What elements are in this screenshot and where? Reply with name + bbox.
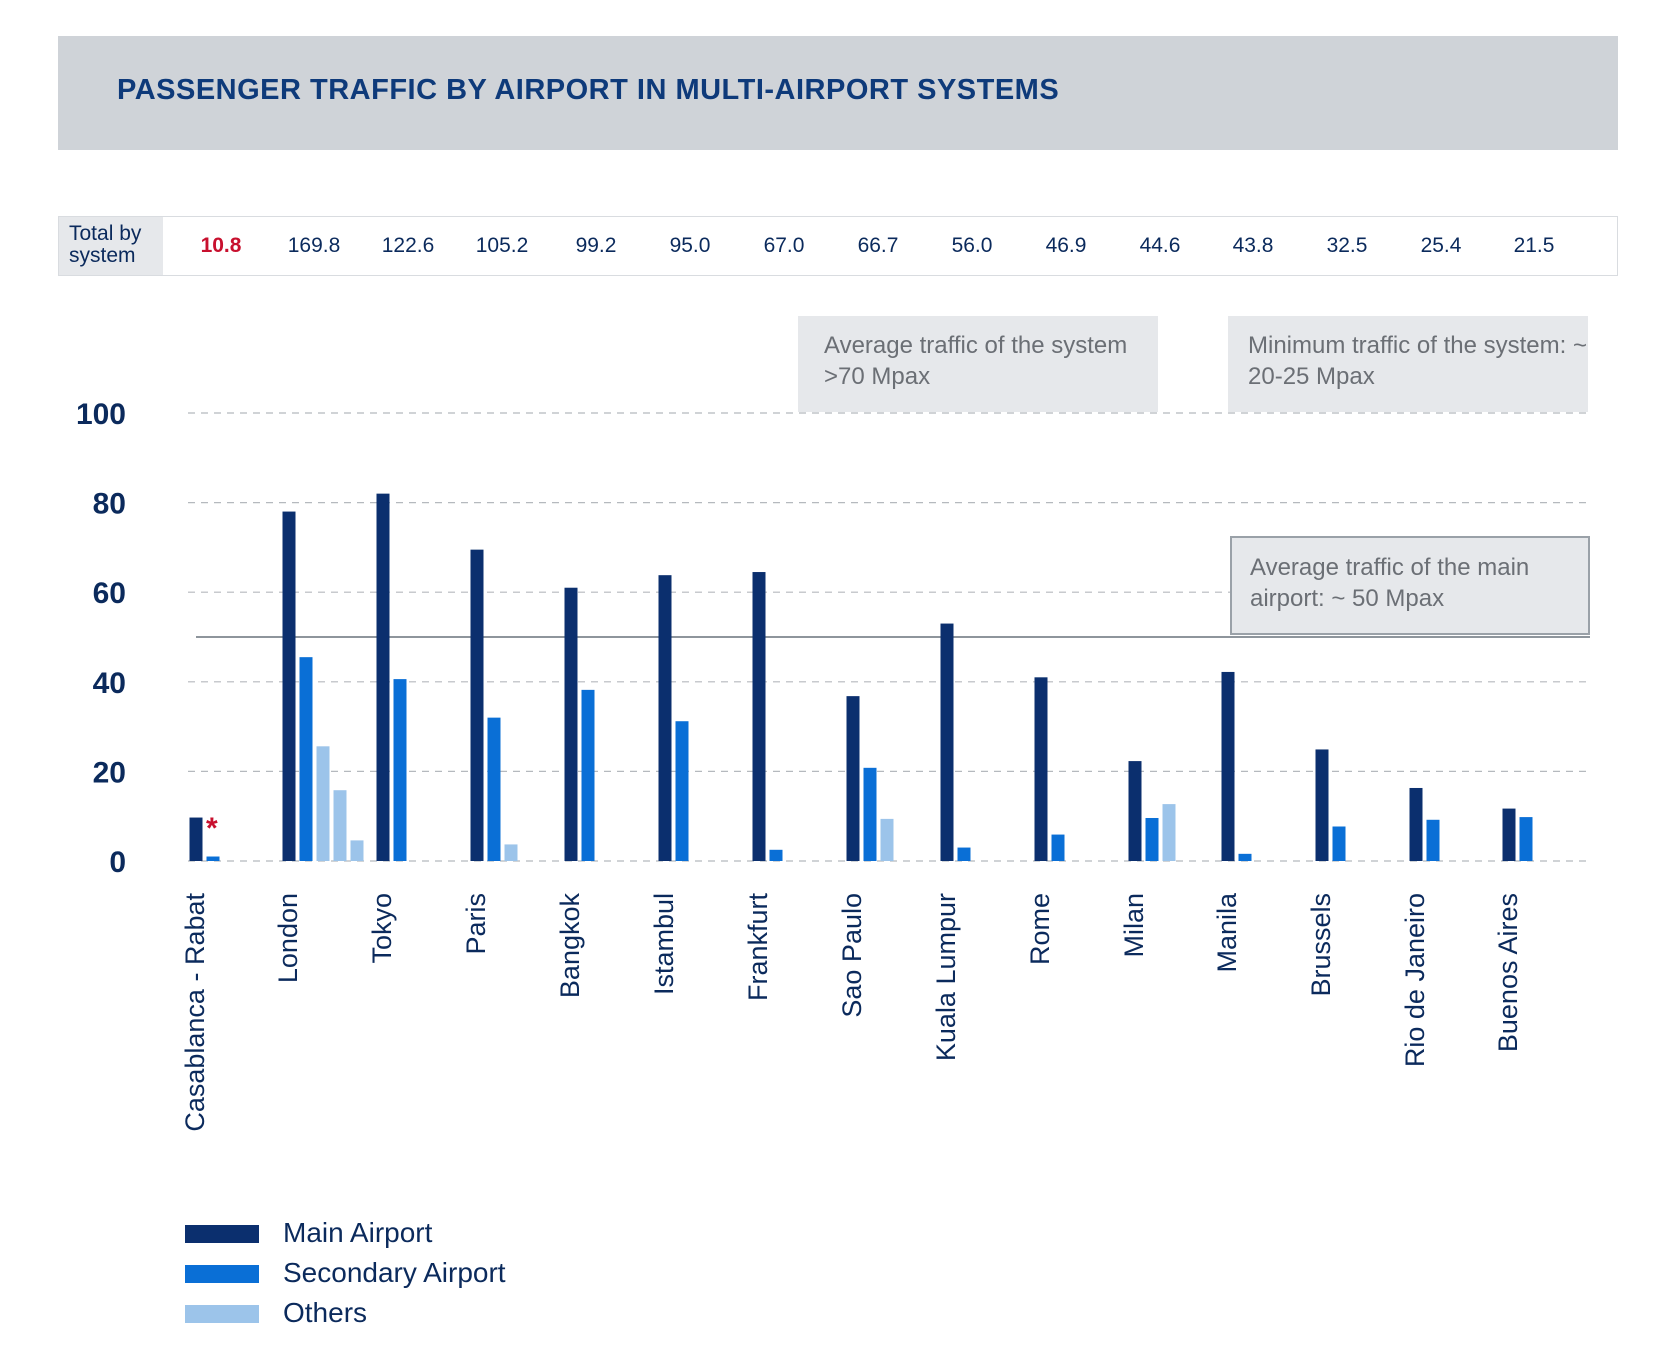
total-value: 25.4	[1420, 234, 1462, 257]
bar-others	[1162, 804, 1176, 861]
bar-main-airport	[1128, 761, 1142, 861]
bar-main-airport	[564, 587, 578, 861]
note-min-system: Minimum traffic of the system: ~ 20-25 M…	[1228, 316, 1588, 412]
bar-main-airport	[376, 493, 390, 861]
note-avg-main: Average traffic of the main airport: ~ 5…	[1230, 536, 1590, 635]
x-tick-label: Paris	[461, 893, 491, 955]
bar-secondary-airport	[581, 689, 595, 861]
bar-secondary-airport	[1426, 819, 1440, 861]
x-tick-label: Rome	[1025, 893, 1055, 965]
y-tick-label: 40	[93, 667, 126, 700]
y-tick-label: 0	[109, 846, 126, 879]
bar-secondary-airport	[299, 657, 313, 861]
x-tick-label: London	[273, 893, 303, 983]
bar-others	[316, 746, 330, 861]
total-value: 32.5	[1326, 234, 1368, 257]
legend-swatch	[185, 1305, 259, 1323]
x-tick-label: Milan	[1119, 893, 1149, 958]
total-value: 169.8	[287, 234, 341, 257]
y-tick-label: 100	[76, 398, 126, 431]
bar-main-airport	[846, 696, 860, 861]
bar-main-airport	[282, 511, 296, 861]
bar-secondary-airport	[863, 767, 877, 861]
legend-label: Others	[283, 1297, 368, 1328]
bar-main-airport	[658, 575, 672, 861]
bar-main-airport	[189, 817, 203, 861]
total-value: 66.7	[857, 234, 899, 257]
bar-main-airport	[1409, 787, 1423, 861]
bar-secondary-airport	[1051, 834, 1065, 861]
total-value: 99.2	[575, 234, 617, 257]
total-value: 21.5	[1513, 234, 1555, 257]
bar-secondary-airport	[1519, 817, 1533, 861]
bar-secondary-airport	[487, 717, 501, 861]
x-tick-label: Brussels	[1306, 893, 1336, 997]
x-tick-label: Rio de Janeiro	[1400, 893, 1430, 1067]
bar-secondary-airport	[675, 721, 689, 861]
legend-swatch	[185, 1225, 259, 1243]
bar-others	[333, 790, 347, 861]
x-tick-label: Frankfurt	[743, 893, 773, 1002]
x-tick-label: Sao Paulo	[837, 893, 867, 1018]
legend-label: Main Airport	[283, 1217, 433, 1248]
asterisk-marker: *	[206, 812, 218, 845]
bar-secondary-airport	[957, 847, 971, 861]
y-tick-label: 20	[93, 756, 126, 789]
bar-others	[504, 844, 518, 861]
totals-row: Total by system	[58, 216, 1618, 276]
bar-secondary-airport	[1332, 826, 1346, 861]
y-tick-label: 60	[93, 577, 126, 610]
x-tick-label: Istambul	[649, 893, 679, 995]
bar-main-airport	[1221, 671, 1235, 861]
legend-swatch	[185, 1265, 259, 1283]
bar-main-airport	[1502, 808, 1516, 861]
legend-label: Secondary Airport	[283, 1257, 506, 1288]
total-value: 44.6	[1139, 234, 1181, 257]
y-tick-label: 80	[93, 488, 126, 521]
bar-main-airport	[1315, 749, 1329, 861]
bar-secondary-airport	[1238, 853, 1252, 861]
total-value: 56.0	[951, 234, 993, 257]
title-banner	[58, 36, 1618, 150]
bar-others	[880, 818, 894, 861]
total-value: 10.8	[200, 234, 242, 257]
x-tick-label: Casablanca - Rabat	[180, 893, 210, 1132]
total-value: 46.9	[1045, 234, 1087, 257]
total-value: 43.8	[1232, 234, 1274, 257]
bar-main-airport	[752, 572, 766, 861]
bar-secondary-airport	[769, 849, 783, 861]
x-tick-label: Manila	[1212, 892, 1242, 973]
total-value: 67.0	[763, 234, 805, 257]
note-avg-system: Average traffic of the system >70 Mpax	[798, 316, 1158, 412]
bar-secondary-airport	[393, 679, 407, 861]
bar-main-airport	[470, 549, 484, 861]
bar-others	[350, 840, 364, 861]
bar-main-airport	[940, 623, 954, 861]
x-tick-label: Bangkok	[555, 893, 585, 999]
total-value: 105.2	[475, 234, 529, 257]
totals-label: Total by system	[59, 217, 163, 275]
x-tick-label: Kuala Lumpur	[931, 893, 961, 1061]
bar-secondary-airport	[206, 856, 220, 861]
chart-title: PASSENGER TRAFFIC BY AIRPORT IN MULTI-AI…	[117, 74, 1060, 106]
total-value: 95.0	[669, 234, 711, 257]
bar-main-airport	[1034, 677, 1048, 861]
bar-secondary-airport	[1145, 817, 1159, 861]
x-tick-label: Tokyo	[367, 893, 397, 964]
total-value: 122.6	[381, 234, 435, 257]
x-tick-label: Buenos Aires	[1493, 893, 1523, 1052]
